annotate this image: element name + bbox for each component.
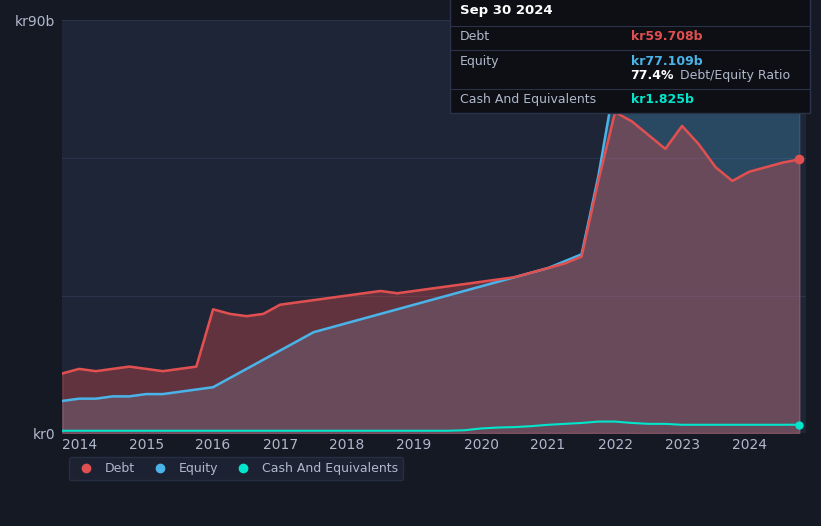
- Text: kr1.825b: kr1.825b: [631, 93, 694, 106]
- Text: Cash And Equivalents: Cash And Equivalents: [460, 93, 596, 106]
- Legend: Debt, Equity, Cash And Equivalents: Debt, Equity, Cash And Equivalents: [69, 458, 403, 480]
- Text: kr59.708b: kr59.708b: [631, 31, 702, 43]
- Text: Equity: Equity: [460, 55, 499, 67]
- Text: kr77.109b: kr77.109b: [631, 55, 702, 67]
- Text: Sep 30 2024: Sep 30 2024: [460, 4, 553, 17]
- Text: Debt/Equity Ratio: Debt/Equity Ratio: [676, 69, 790, 82]
- Text: Debt: Debt: [460, 31, 490, 43]
- Text: 77.4%: 77.4%: [631, 69, 674, 82]
